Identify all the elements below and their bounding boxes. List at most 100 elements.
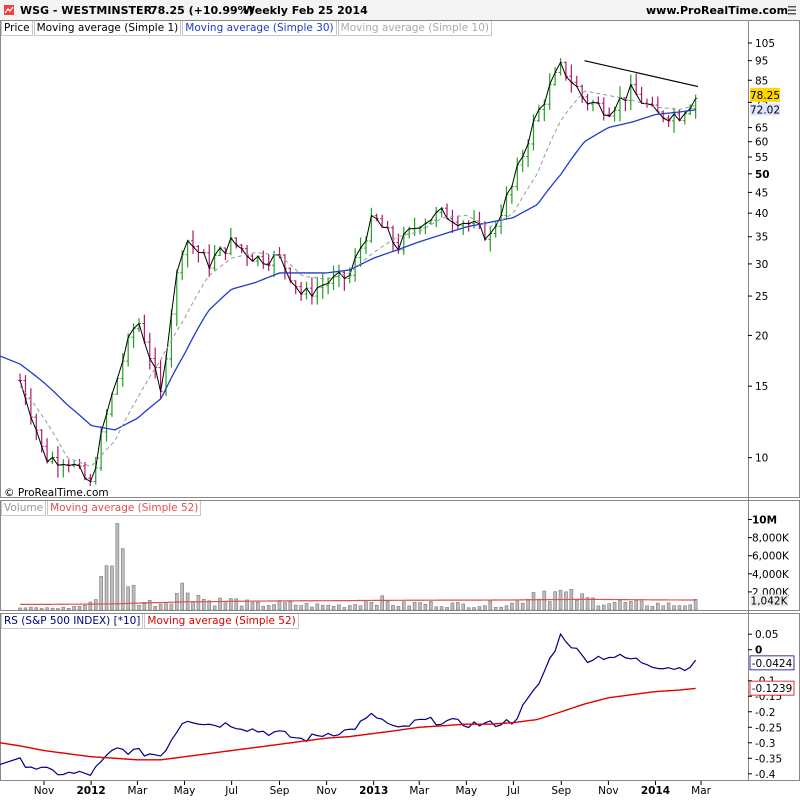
volume-bar: [477, 606, 482, 611]
volume-bar: [288, 601, 293, 611]
volume-bar: [245, 599, 249, 611]
volume-bar: [380, 595, 384, 611]
volume-bar: [564, 591, 568, 611]
volume-bar: [666, 602, 671, 611]
volume-bar: [466, 607, 471, 611]
legend-ma10[interactable]: Moving average (Simple 10): [337, 20, 492, 36]
menu-icon[interactable]: [787, 4, 797, 16]
volume-bar: [672, 605, 676, 611]
rs-tick-label: -0.3: [755, 738, 776, 750]
legend-price[interactable]: Price: [1, 20, 33, 36]
volume-bar: [320, 604, 325, 611]
rs-tick-label: -0.25: [755, 722, 782, 734]
volume-bar: [39, 608, 44, 611]
volume-bar: [23, 607, 28, 611]
chart-header: WSG - WESTMINSTER 78.25 (+10.99%) Weekly…: [0, 0, 800, 20]
volume-bar: [483, 605, 487, 611]
volume-bar: [639, 600, 644, 611]
volume-bar: [326, 604, 330, 611]
volume-last-tag-text: 1,042K: [751, 596, 789, 608]
volume-bar: [202, 598, 206, 611]
website[interactable]: www.ProRealTime.com: [646, 4, 789, 17]
volume-bar: [315, 603, 320, 611]
volume-bar: [391, 605, 395, 611]
volume-bar: [164, 602, 168, 611]
volume-tick-label: 8,000K: [752, 533, 790, 545]
price-tick-label: 20: [755, 330, 768, 342]
volume-bar: [607, 603, 611, 611]
volume-bar: [83, 605, 87, 611]
price-tick-label: 35: [755, 232, 768, 244]
price-tick-label: 50: [755, 169, 770, 181]
period-date: Weekly Feb 25 2014: [243, 4, 368, 17]
volume-bar: [196, 594, 201, 611]
price-tick-label: 60: [755, 137, 768, 149]
price-tick-label: 45: [755, 187, 768, 199]
ma-tag: [750, 103, 780, 116]
volume-bar: [650, 605, 655, 611]
rs-tick-label: -0.4: [755, 769, 776, 781]
volume-bar: [439, 606, 444, 611]
rs-tick-label: -0.35: [755, 753, 782, 765]
ma30-line-lead: [0, 355, 21, 365]
volume-bar: [693, 599, 698, 611]
x-tick-label: Nov: [316, 785, 337, 797]
volume-bar: [683, 605, 687, 611]
volume-bar: [66, 607, 71, 611]
volume-bar: [234, 598, 239, 611]
volume-bar: [72, 606, 76, 611]
volume-bar: [396, 606, 401, 611]
volume-bar: [115, 523, 120, 611]
legend-volume-ma[interactable]: Moving average (Simple 52): [47, 500, 202, 516]
x-tick-label: Sep: [270, 785, 290, 797]
price-legend: Price Moving average (Simple 1) Moving a…: [1, 20, 493, 36]
rs-tag: [749, 655, 795, 671]
volume-bar: [515, 599, 520, 611]
volume-bar: [488, 600, 493, 611]
volume-bar: [229, 598, 233, 611]
last-price-tag-text: 78.25: [750, 90, 780, 102]
volume-bar: [185, 592, 190, 611]
volume-bar: [456, 602, 460, 611]
symbol-title: WSG - WESTMINSTER: [20, 4, 153, 17]
legend-rs[interactable]: RS (S&P 500 INDEX) [*10]: [1, 613, 144, 629]
volume-bar: [358, 605, 363, 611]
volume-bar: [656, 602, 660, 611]
volume-bar: [412, 601, 417, 611]
x-tick-label: 2014: [641, 785, 670, 797]
volume-bar: [239, 605, 244, 611]
volume-bar: [688, 604, 693, 611]
volume-bar: [131, 584, 136, 611]
volume-bar: [93, 599, 98, 611]
volume-bar: [504, 605, 509, 611]
x-tick-label: May: [455, 785, 477, 797]
volume-bar: [104, 565, 109, 611]
legend-rs-ma[interactable]: Moving average (Simple 52): [144, 613, 299, 629]
volume-ma-line: [20, 598, 696, 605]
chart-icon[interactable]: [4, 5, 14, 15]
volume-bar: [137, 604, 141, 611]
price-tick-label: 25: [755, 291, 768, 303]
x-tick-label: Nov: [598, 785, 619, 797]
price-tick-label: 75: [755, 97, 768, 109]
volume-bar: [585, 597, 590, 611]
volume-bar: [169, 603, 174, 611]
volume-bar: [450, 602, 455, 611]
volume-bar: [612, 602, 617, 611]
volume-bar: [493, 606, 498, 611]
volume-bar: [385, 600, 390, 611]
legend-ma30[interactable]: Moving average (Simple 30): [182, 20, 337, 36]
volume-bar: [110, 565, 114, 611]
volume-bar: [250, 602, 255, 611]
volume-bar: [569, 589, 574, 611]
volume-bar: [353, 604, 357, 611]
volume-bar: [547, 601, 552, 611]
legend-ma1[interactable]: Moving average (Simple 1): [33, 20, 182, 36]
volume-bar: [542, 590, 547, 611]
x-tick-label: Jul: [506, 785, 520, 797]
volume-bar: [645, 605, 649, 611]
volume-bar: [418, 602, 422, 611]
legend-volume[interactable]: Volume: [1, 500, 47, 516]
rs-line: [0, 632, 697, 777]
volume-bar: [88, 601, 93, 611]
